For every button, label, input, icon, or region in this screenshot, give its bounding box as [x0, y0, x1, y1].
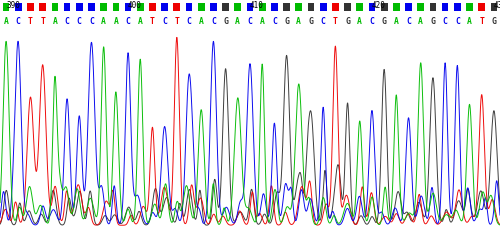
FancyBboxPatch shape — [174, 3, 180, 11]
Text: 400: 400 — [128, 1, 142, 10]
FancyBboxPatch shape — [381, 3, 388, 11]
Text: T: T — [333, 17, 338, 26]
Text: C: C — [186, 17, 192, 26]
Text: 430: 430 — [494, 1, 500, 10]
FancyBboxPatch shape — [271, 3, 278, 11]
FancyBboxPatch shape — [234, 3, 241, 11]
Text: A: A — [296, 17, 301, 26]
Text: C: C — [16, 17, 20, 26]
FancyBboxPatch shape — [405, 3, 412, 11]
FancyBboxPatch shape — [430, 3, 436, 11]
FancyBboxPatch shape — [442, 3, 448, 11]
Text: C: C — [455, 17, 460, 26]
FancyBboxPatch shape — [76, 3, 82, 11]
FancyBboxPatch shape — [88, 3, 95, 11]
Text: T: T — [40, 17, 45, 26]
Text: C: C — [406, 17, 411, 26]
Text: G: G — [345, 17, 350, 26]
FancyBboxPatch shape — [137, 3, 143, 11]
FancyBboxPatch shape — [478, 3, 485, 11]
Text: T: T — [28, 17, 33, 26]
Text: C: C — [162, 17, 167, 26]
Text: A: A — [114, 17, 118, 26]
Text: C: C — [89, 17, 94, 26]
Text: C: C — [211, 17, 216, 26]
Text: C: C — [320, 17, 326, 26]
FancyBboxPatch shape — [27, 3, 34, 11]
FancyBboxPatch shape — [332, 3, 338, 11]
FancyBboxPatch shape — [186, 3, 192, 11]
Text: C: C — [77, 17, 82, 26]
Text: A: A — [101, 17, 106, 26]
FancyBboxPatch shape — [344, 3, 351, 11]
Text: C: C — [442, 17, 448, 26]
Text: A: A — [358, 17, 362, 26]
Text: C: C — [126, 17, 130, 26]
Text: A: A — [418, 17, 423, 26]
FancyBboxPatch shape — [210, 3, 217, 11]
Text: G: G — [430, 17, 436, 26]
Text: C: C — [248, 17, 252, 26]
Text: G: G — [284, 17, 289, 26]
FancyBboxPatch shape — [368, 3, 376, 11]
Text: A: A — [260, 17, 264, 26]
FancyBboxPatch shape — [198, 3, 204, 11]
Text: A: A — [138, 17, 142, 26]
FancyBboxPatch shape — [490, 3, 498, 11]
FancyBboxPatch shape — [466, 3, 473, 11]
Text: G: G — [492, 17, 496, 26]
Text: A: A — [394, 17, 399, 26]
FancyBboxPatch shape — [246, 3, 254, 11]
FancyBboxPatch shape — [15, 3, 22, 11]
Text: 410: 410 — [250, 1, 264, 10]
FancyBboxPatch shape — [162, 3, 168, 11]
FancyBboxPatch shape — [320, 3, 326, 11]
FancyBboxPatch shape — [454, 3, 460, 11]
Text: C: C — [64, 17, 70, 26]
FancyBboxPatch shape — [393, 3, 400, 11]
Text: A: A — [467, 17, 472, 26]
FancyBboxPatch shape — [40, 3, 46, 11]
Text: 420: 420 — [372, 1, 386, 10]
FancyBboxPatch shape — [259, 3, 266, 11]
FancyBboxPatch shape — [112, 3, 119, 11]
Text: C: C — [272, 17, 277, 26]
FancyBboxPatch shape — [124, 3, 132, 11]
FancyBboxPatch shape — [283, 3, 290, 11]
Text: A: A — [52, 17, 58, 26]
Text: G: G — [382, 17, 386, 26]
FancyBboxPatch shape — [64, 3, 70, 11]
FancyBboxPatch shape — [356, 3, 363, 11]
Text: G: G — [223, 17, 228, 26]
Text: T: T — [174, 17, 180, 26]
FancyBboxPatch shape — [149, 3, 156, 11]
Text: T: T — [480, 17, 484, 26]
FancyBboxPatch shape — [418, 3, 424, 11]
Text: C: C — [370, 17, 374, 26]
FancyBboxPatch shape — [296, 3, 302, 11]
Text: A: A — [236, 17, 240, 26]
FancyBboxPatch shape — [308, 3, 314, 11]
FancyBboxPatch shape — [52, 3, 58, 11]
Text: G: G — [308, 17, 314, 26]
FancyBboxPatch shape — [100, 3, 107, 11]
FancyBboxPatch shape — [2, 3, 10, 11]
Text: A: A — [4, 17, 8, 26]
Text: 390: 390 — [6, 1, 20, 10]
Text: T: T — [150, 17, 155, 26]
FancyBboxPatch shape — [222, 3, 229, 11]
Text: A: A — [199, 17, 203, 26]
